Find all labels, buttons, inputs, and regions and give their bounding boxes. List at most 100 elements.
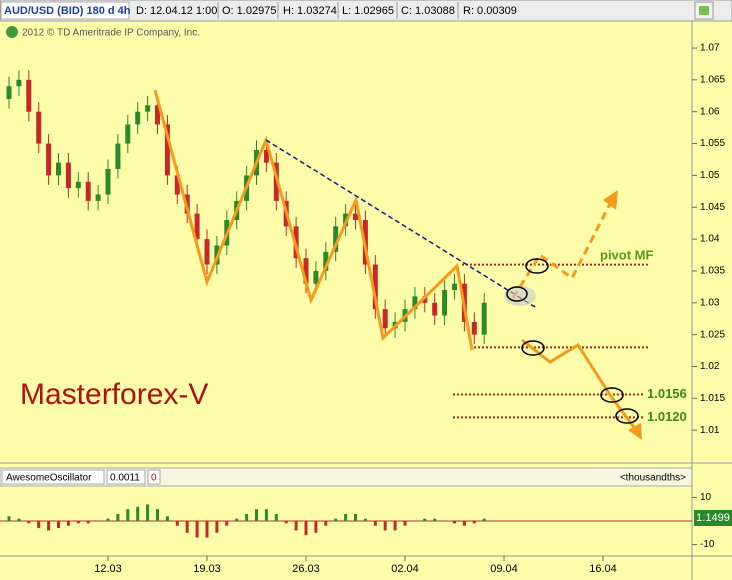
oscillator-bar <box>314 521 318 533</box>
candle-body <box>432 302 438 316</box>
oscillator-bar <box>205 521 209 538</box>
candle-body <box>6 86 12 99</box>
candle-body <box>452 283 457 291</box>
oscillator-bar <box>294 521 298 531</box>
trend-line <box>265 139 536 308</box>
candle-body <box>442 290 448 316</box>
candle-body <box>174 175 180 195</box>
info-icon[interactable] <box>6 26 18 38</box>
marker-ellipse <box>615 408 639 424</box>
candle-body <box>303 258 309 284</box>
y-tick-label: 1.05 <box>700 170 720 181</box>
candle-body <box>323 251 329 271</box>
oscillator-bar <box>235 518 239 521</box>
oscillator-bar <box>363 518 367 521</box>
oscillator-name-box <box>1 469 105 485</box>
oscillator-bar <box>403 521 407 526</box>
x-tick-label: 26.03 <box>292 563 320 575</box>
candle-body <box>65 162 71 189</box>
oscillator-bar <box>472 521 476 524</box>
low: L: 1.02965 <box>342 5 394 17</box>
watermark: Masterforex-V <box>20 378 208 411</box>
marker-ellipse <box>521 340 545 356</box>
marker-ellipse <box>506 286 528 302</box>
y-tick-label: 1.055 <box>700 138 725 149</box>
y-tick-label: 1.035 <box>700 266 725 277</box>
oscillator-flag: 0 <box>151 473 157 484</box>
oscillator-bar <box>27 521 31 524</box>
oscillator-bar <box>126 509 130 521</box>
oscillator-bar <box>57 521 60 529</box>
oscillator-value: 0.0011 <box>110 473 140 484</box>
candle-body <box>135 111 141 125</box>
y-tick-label: 1.02 <box>700 361 720 372</box>
marker-ellipse <box>525 258 549 274</box>
oscillator-bar <box>284 521 288 524</box>
oscillator-bar <box>324 521 328 526</box>
candle-body <box>422 296 428 303</box>
high: H: 1.03274 <box>283 5 337 17</box>
candle-body <box>16 79 22 87</box>
y-tick-label: 1.015 <box>700 393 725 404</box>
candle-body <box>353 213 358 220</box>
oscillator-bar <box>453 521 456 524</box>
oscillator-bar <box>146 504 150 521</box>
level-label: 1.0120 <box>647 409 687 424</box>
oscillator-bar <box>106 518 110 521</box>
arrow-head <box>628 423 642 440</box>
y-tick-label: 1.04 <box>700 234 720 245</box>
last-value: 1.1499 <box>696 512 730 524</box>
oscillator-bar <box>344 513 348 521</box>
candle-body <box>105 169 111 195</box>
oscillator-bar <box>17 518 21 521</box>
oscillator-bar <box>304 521 308 536</box>
oscillator-bar <box>423 518 427 521</box>
oscillator-bar <box>185 521 189 533</box>
candle-body <box>194 213 200 240</box>
header-bar <box>0 0 732 22</box>
candle-body <box>26 79 32 112</box>
oscillator-bar <box>116 513 120 521</box>
candle-body <box>75 181 81 189</box>
candle-body <box>125 124 131 144</box>
candle-body <box>36 111 42 144</box>
candle-body <box>56 162 61 176</box>
oscillator-bar <box>47 521 51 531</box>
level-label: 1.0156 <box>647 386 687 401</box>
oscillator-bar <box>215 521 219 533</box>
copyright: 2012 © TD Ameritrade IP Company, Inc. <box>22 28 200 39</box>
y-tick-label: 1.07 <box>700 43 720 54</box>
y-tick-label: -10 <box>700 539 715 550</box>
y-tick-label: 1.03 <box>700 297 720 308</box>
marker-ellipse <box>600 387 624 403</box>
symbol: AUD/USD (BID) 180 d 4h <box>4 5 131 17</box>
highlight <box>504 286 536 306</box>
oscillator-bar <box>156 509 159 521</box>
wave-drawing <box>153 89 474 351</box>
settings-icon <box>699 6 709 15</box>
last-value-box <box>694 510 732 526</box>
candle-body <box>333 226 339 252</box>
y-tick-label: 10 <box>700 492 712 503</box>
symbol-box[interactable] <box>0 1 130 20</box>
oscillator-bar <box>7 516 11 521</box>
candle-body <box>46 143 52 176</box>
projection-down <box>521 338 638 431</box>
oscillator-bar <box>76 521 80 524</box>
oscillator-bar <box>245 513 249 521</box>
oscillator-bar <box>66 521 70 526</box>
candle-body <box>263 149 269 163</box>
y-tick-label: 1.065 <box>700 75 725 86</box>
y-tick-label: 1.01 <box>700 425 720 436</box>
candle-body <box>145 105 151 112</box>
x-tick-label: 16.04 <box>589 563 617 575</box>
oscillator-flag-box <box>147 469 161 485</box>
y-tick-label: 1.025 <box>700 329 725 340</box>
close: C: 1.03088 <box>401 5 455 17</box>
oscillator-bar <box>225 521 229 526</box>
oscillator-bar <box>334 518 338 521</box>
x-tick-label: 12.03 <box>94 563 122 575</box>
oscillator-bar <box>86 521 90 524</box>
candle-body <box>115 143 121 170</box>
